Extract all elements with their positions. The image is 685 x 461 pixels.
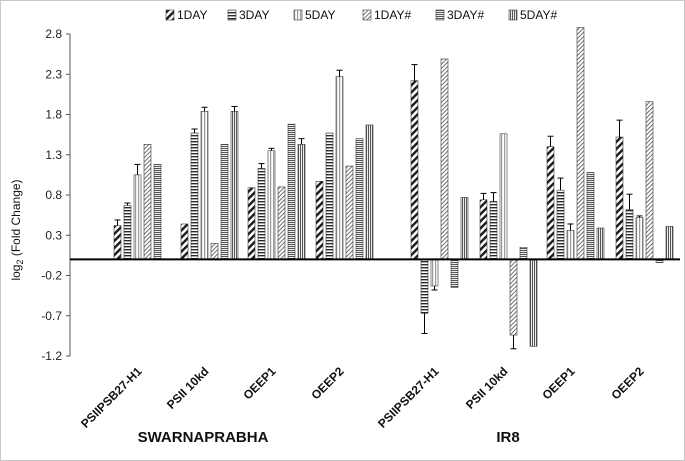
legend-label: 1DAY [177, 8, 207, 22]
bar-5day [635, 217, 644, 260]
y-tick-label: -1.2 [41, 349, 62, 363]
bar-1day [247, 187, 256, 260]
bar-1day [113, 225, 122, 260]
y-tick-label: -0.2 [41, 269, 62, 283]
bar-5day [133, 174, 142, 260]
group-label: SWARNAPRABHA [138, 429, 269, 446]
bar-3day [190, 132, 199, 260]
legend: 1DAY 3DAY 5DAY 1DAY# 3DAY# 5DAY# [165, 8, 557, 22]
bar-1day-hash [277, 186, 286, 260]
group-label: IR8 [496, 429, 519, 446]
y-tick-label: 1.8 [45, 108, 62, 122]
bar-1day [546, 146, 555, 260]
bar-5day [566, 230, 575, 260]
bar-1day [315, 181, 324, 260]
bar-1day [410, 80, 419, 260]
bar-5day-hash [665, 226, 674, 260]
bar-1day [479, 199, 488, 260]
y-tick-label: 2.3 [45, 67, 62, 81]
bar-1day-hash [210, 243, 219, 260]
bar-5day [200, 110, 209, 260]
bar-3day-hash [153, 164, 162, 260]
legend-swatch [435, 9, 445, 21]
bar-5day-hash [230, 110, 239, 260]
legend-label: 5DAY# [520, 8, 557, 22]
bar-1day-hash [440, 58, 449, 260]
legend-swatch [362, 9, 372, 21]
group-labels: SWARNAPRABHA IR8 [138, 429, 520, 446]
legend-swatch [508, 9, 518, 21]
legend-label: 1DAY# [374, 8, 411, 22]
bar-5day [267, 150, 276, 260]
bar-1day-hash [345, 165, 354, 260]
bar-5day-hash [460, 197, 469, 260]
bar-1day-hash [645, 101, 654, 260]
y-tick-label: 1.3 [45, 148, 62, 162]
y-tick-label: -0.7 [41, 309, 62, 323]
bar-3day-hash [355, 138, 364, 260]
legend-swatch [293, 9, 303, 21]
bar-5day [499, 133, 508, 260]
bar-1day [615, 136, 624, 260]
y-axis-title: log2 (Fold Change) [9, 179, 25, 280]
bar-5day-hash [297, 143, 306, 260]
bar-1day-hash [143, 143, 152, 260]
bar-3day [257, 168, 266, 260]
y-tick-label: 0.3 [45, 228, 62, 242]
legend-label: 3DAY# [447, 8, 484, 22]
bar-3day [325, 132, 334, 260]
bar-5day-hash [596, 227, 605, 260]
bar-3day-hash [586, 172, 595, 260]
bar-5day-hash [529, 259, 538, 347]
bar-1day [180, 223, 189, 260]
bar-3day [556, 189, 565, 260]
legend-swatch [165, 9, 175, 21]
bar-3day-hash [519, 247, 528, 260]
bar-3day [489, 201, 498, 260]
bar-5day [335, 76, 344, 260]
legend-swatch [227, 9, 237, 21]
legend-label: 5DAY [305, 8, 335, 22]
bar-5day-hash [365, 124, 374, 260]
bar-3day-hash [220, 143, 229, 260]
y-tick-label: 0.8 [45, 188, 62, 202]
error-bars-layer [114, 64, 643, 350]
bar-3day [625, 209, 634, 260]
bar-3day-hash [287, 123, 296, 260]
y-axis: 2.8 2.3 1.8 1.3 0.8 0.3 -0.2 -0.7 -1.2 [41, 27, 71, 363]
bar-3day-hash [450, 259, 459, 288]
y-tick-label: 2.8 [45, 27, 62, 41]
bar-1day-hash [509, 259, 518, 336]
bar-3day [123, 205, 132, 260]
legend-label: 3DAY [239, 8, 269, 22]
bar-3day [420, 259, 429, 314]
bar-1day-hash [576, 27, 585, 260]
bar-5day [430, 259, 439, 287]
